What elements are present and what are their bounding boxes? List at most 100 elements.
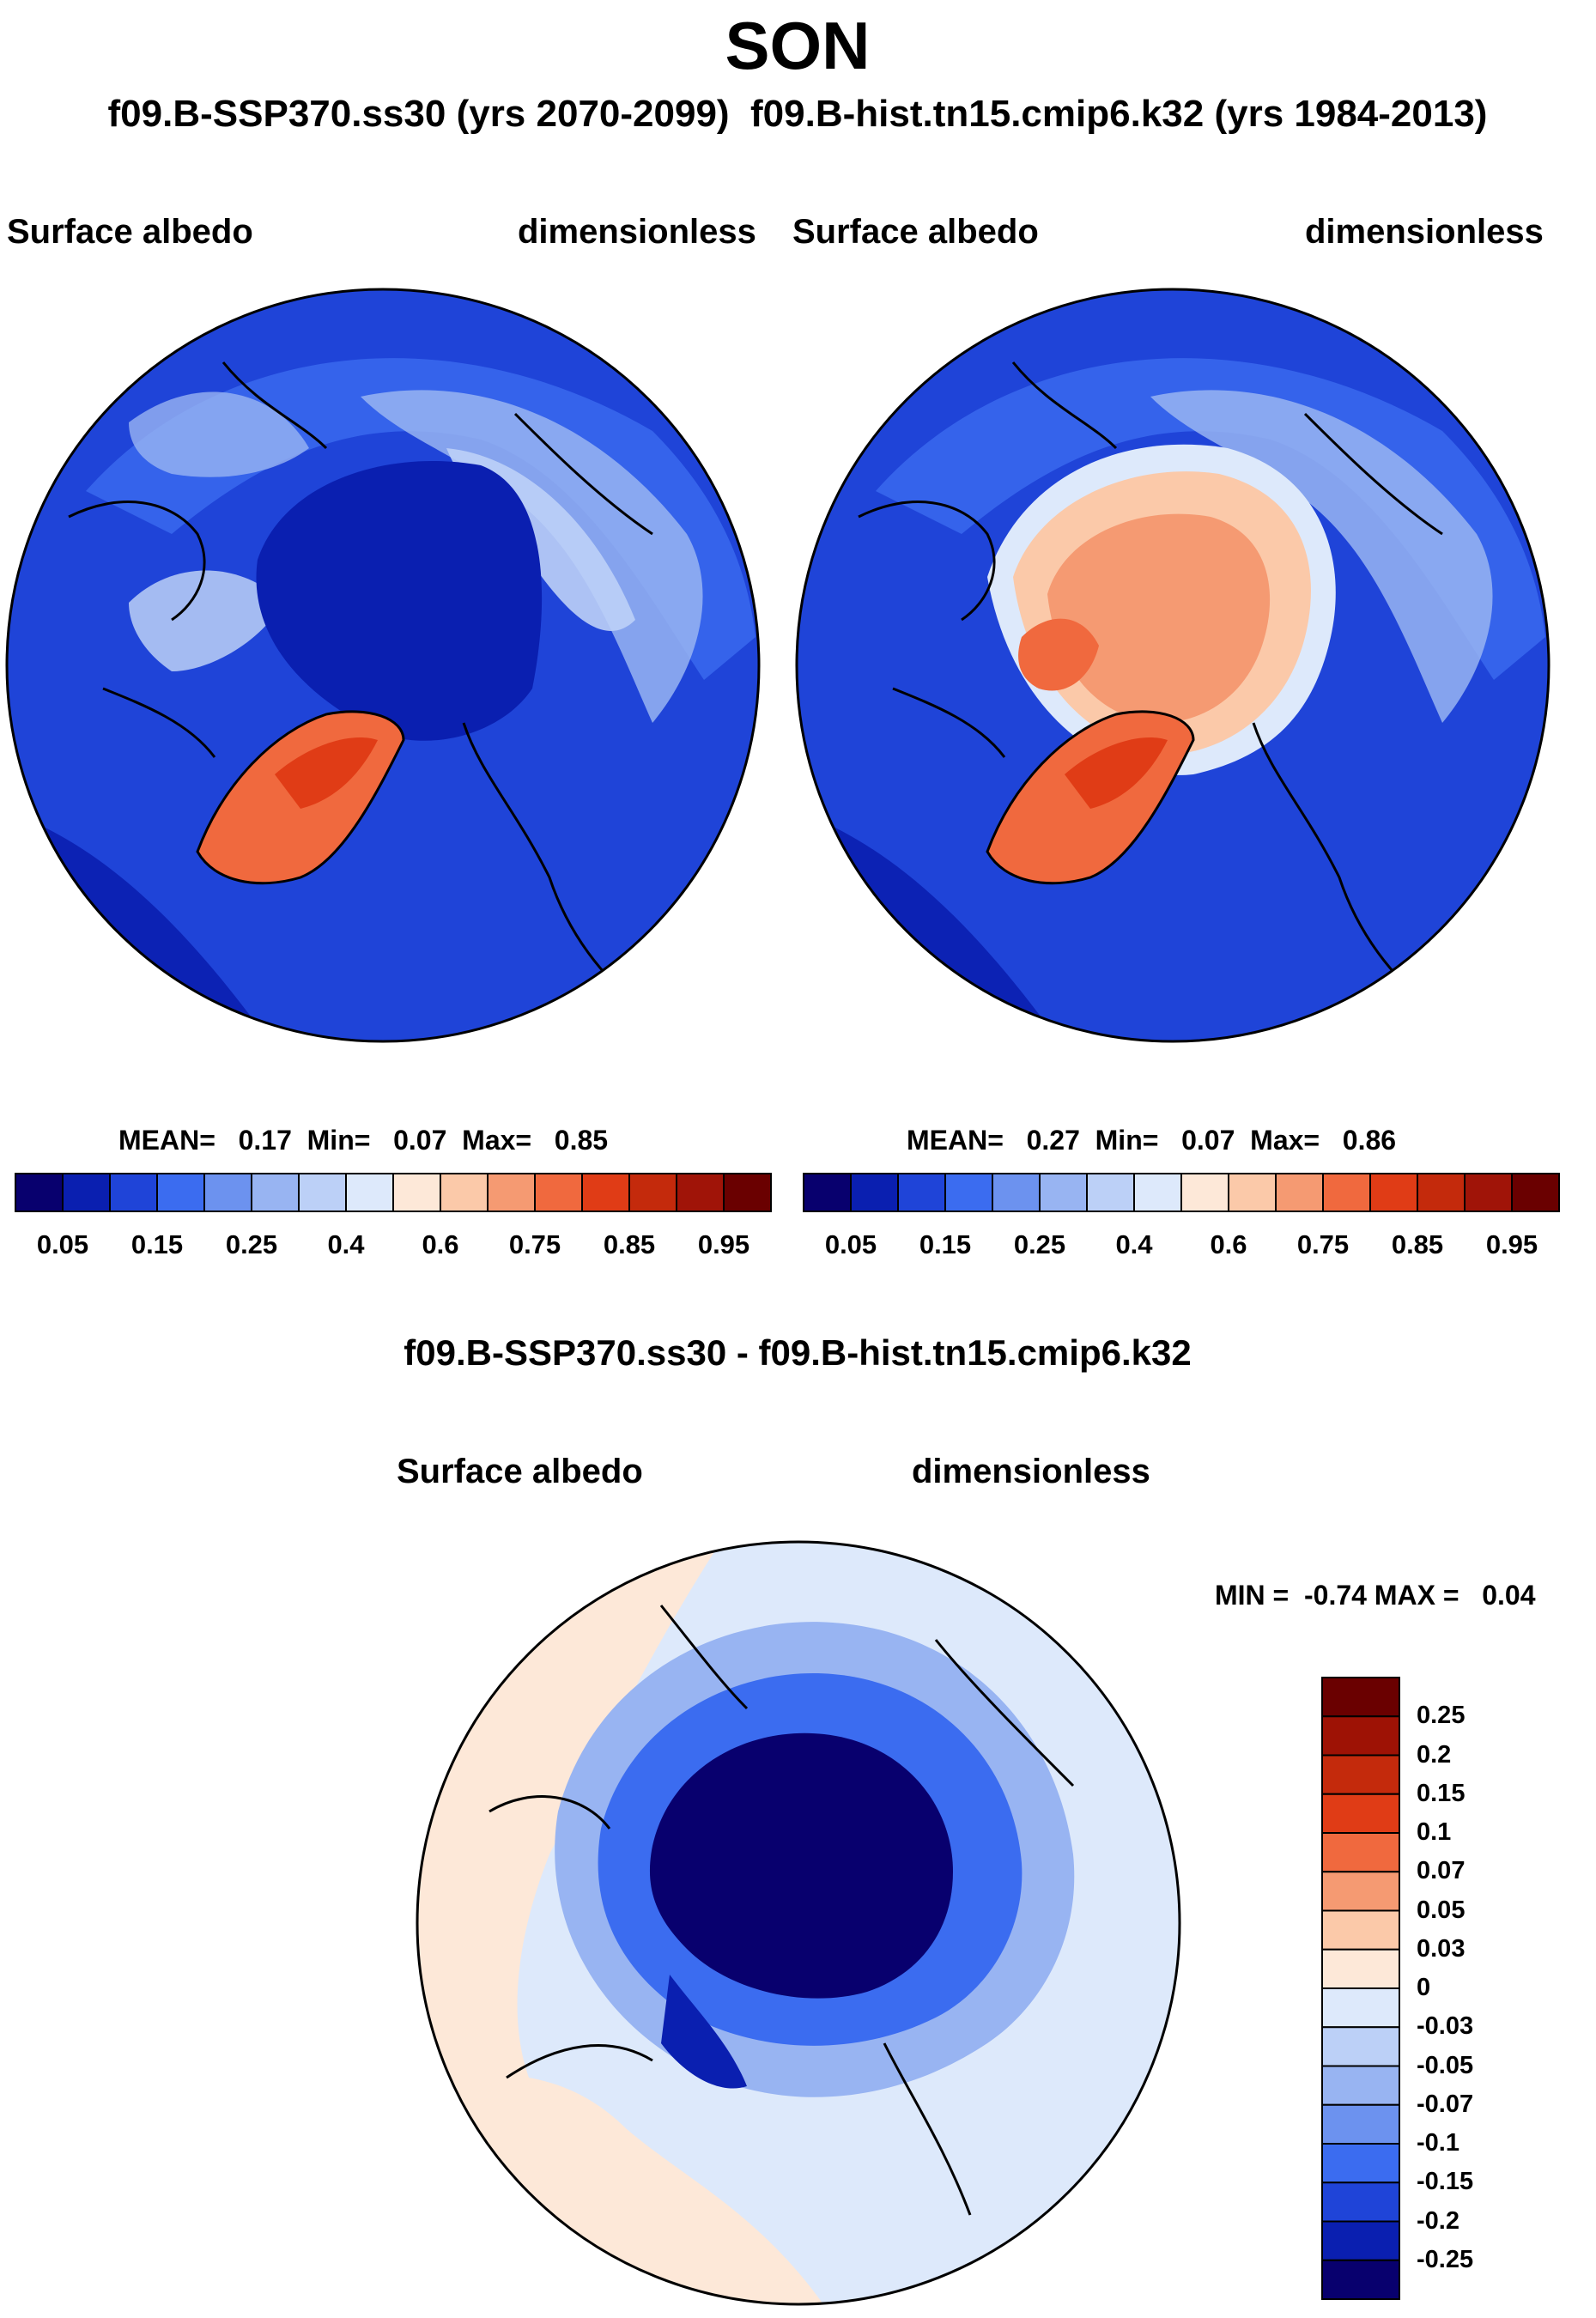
colorbar-tick-label: -0.2 — [1417, 2206, 1459, 2235]
arctic-loss-core — [649, 1732, 953, 1999]
colorbar-tick-label: -0.25 — [1417, 2245, 1474, 2273]
colorbar-swatch — [850, 1173, 899, 1212]
canada-islands-ice — [1018, 618, 1099, 691]
map-panel-future — [5, 288, 761, 1043]
colorbar-swatch — [109, 1173, 158, 1212]
coastlines — [858, 361, 1443, 1016]
colorbar-tick-label: 0.05 — [824, 1229, 877, 1259]
colorbar-swatch — [897, 1173, 946, 1212]
colorbar-swatch — [1321, 2026, 1400, 2067]
colorbar-tick-label: 0.15 — [1417, 1779, 1466, 1807]
colorbar-tick-label: 0.75 — [1296, 1229, 1350, 1259]
colorbar-swatch — [581, 1173, 630, 1212]
colorbar-tick-label: 0.15 — [919, 1229, 972, 1259]
colorbar-swatch — [1321, 1871, 1400, 1912]
colorbar-swatch — [1321, 2259, 1400, 2300]
arctic-ocean-dark — [256, 460, 543, 741]
colorbar-panel2 — [803, 1173, 1560, 1212]
difference-minmax: MIN = -0.74 MAX = 0.04 — [1215, 1580, 1536, 1611]
colorbar-tick-label: 0.25 — [225, 1229, 278, 1259]
difference-variable: Surface albedo — [397, 1453, 643, 1490]
mottled-land-band — [876, 358, 1545, 680]
panel1-units: dimensionless — [518, 213, 756, 251]
colorbar-swatch — [1039, 1173, 1088, 1212]
colorbar-swatch — [1275, 1173, 1324, 1212]
colorbar-swatch — [676, 1173, 725, 1212]
colorbar-swatch — [1228, 1173, 1277, 1212]
greenland-coast — [986, 710, 1195, 885]
canada-light — [129, 570, 283, 671]
colorbar-swatch — [1321, 2143, 1400, 2184]
difference-units: dimensionless — [912, 1453, 1150, 1490]
colorbar-swatch — [1133, 1173, 1182, 1212]
colorbar-tick-label: 0.4 — [1115, 1229, 1153, 1259]
greenland-coast — [196, 710, 405, 885]
colorbar-swatch — [487, 1173, 536, 1212]
colorbar-swatch — [1321, 1715, 1400, 1757]
panel2-stats: MEAN= 0.27 Min= 0.07 Max= 0.86 — [907, 1125, 1397, 1156]
colorbar-tick-label: 0.1 — [1417, 1818, 1452, 1846]
colorbar-swatch — [15, 1173, 64, 1212]
colorbar-swatch — [944, 1173, 993, 1212]
colorbar-panel1 — [15, 1173, 772, 1212]
colorbar-tick-label: 0 — [1417, 1974, 1431, 2001]
panel1-variable: Surface albedo — [7, 213, 253, 251]
colorbar-tick-label: -0.05 — [1417, 2051, 1474, 2079]
colorbar-tick-label: 0.95 — [697, 1229, 750, 1259]
colorbar-tick-label: -0.15 — [1417, 2168, 1474, 2196]
subtitle-right: f09.B-hist.tn15.cmip6.k32 (yrs 1984-2013… — [750, 93, 1488, 135]
colorbar-swatch — [723, 1173, 772, 1212]
colorbar-tick-label: -0.07 — [1417, 2090, 1474, 2118]
main-title: SON — [725, 8, 871, 83]
colorbar-swatch — [1321, 1754, 1400, 1795]
difference-title: f09.B-SSP370.ss30 - f09.B-hist.tn15.cmip… — [404, 1332, 1192, 1373]
colorbar-swatch — [1321, 1832, 1400, 1873]
colorbar-swatch — [803, 1173, 852, 1212]
panel2-variable: Surface albedo — [792, 213, 1039, 251]
colorbar-swatch — [992, 1173, 1041, 1212]
greenland-tongue — [661, 1975, 747, 2089]
colorbar-swatch — [345, 1173, 394, 1212]
siberia-light — [361, 390, 703, 723]
coastlines — [489, 1605, 1075, 2216]
colorbar-swatch — [203, 1173, 252, 1212]
map-panel-historical — [795, 288, 1550, 1043]
colorbar-swatch — [1321, 1909, 1400, 1951]
panel1-stats: MEAN= 0.17 Min= 0.07 Max= 0.85 — [118, 1125, 609, 1156]
colorbar-swatch — [1321, 1677, 1400, 1718]
sea-ice-core — [1047, 513, 1271, 723]
subtitle: f09.B-SSP370.ss30 (yrs 2070-2099) f09.B-… — [108, 93, 1488, 136]
colorbar-tick-label: 0.07 — [1417, 1857, 1466, 1885]
colorbar-swatch — [1086, 1173, 1135, 1212]
colorbar-swatch — [440, 1173, 489, 1212]
colorbar-swatch — [251, 1173, 300, 1212]
colorbar-tick-label: 0.85 — [603, 1229, 656, 1259]
colorbar-swatch — [1321, 1948, 1400, 1989]
colorbar-swatch — [392, 1173, 441, 1212]
colorbar-tick-label: 0.15 — [130, 1229, 184, 1259]
colorbar-tick-label: 0.6 — [1210, 1229, 1247, 1259]
colorbar-swatch — [1464, 1173, 1513, 1212]
subtitle-left: f09.B-SSP370.ss30 (yrs 2070-2099) — [107, 93, 730, 135]
colorbar-tick-label: 0.03 — [1417, 1934, 1466, 1963]
colorbar-tick-label: 0.05 — [36, 1229, 89, 1259]
colorbar-swatch — [1321, 2181, 1400, 2223]
colorbar-tick-label: -0.03 — [1417, 2012, 1474, 2041]
colorbar-tick-label: 0.4 — [327, 1229, 365, 1259]
greenland-core — [1065, 737, 1168, 809]
colorbar-swatch — [628, 1173, 677, 1212]
colorbar-tick-label: 0.25 — [1417, 1702, 1466, 1730]
colorbar-tick-label: 0.6 — [422, 1229, 459, 1259]
colorbar-tick-label: 0.75 — [508, 1229, 561, 1259]
colorbar-tick-label: 0.95 — [1485, 1229, 1538, 1259]
map-panel-difference — [416, 1540, 1181, 2306]
colorbar-swatch — [62, 1173, 111, 1212]
colorbar-difference — [1321, 1677, 1400, 2300]
colorbar-swatch — [1321, 1987, 1400, 2029]
colorbar-swatch — [1321, 1793, 1400, 1834]
colorbar-swatch — [1417, 1173, 1466, 1212]
greenland-core — [275, 737, 378, 809]
colorbar-tick-label: 0.85 — [1391, 1229, 1444, 1259]
colorbar-swatch — [1322, 1173, 1371, 1212]
colorbar-swatch — [534, 1173, 583, 1212]
